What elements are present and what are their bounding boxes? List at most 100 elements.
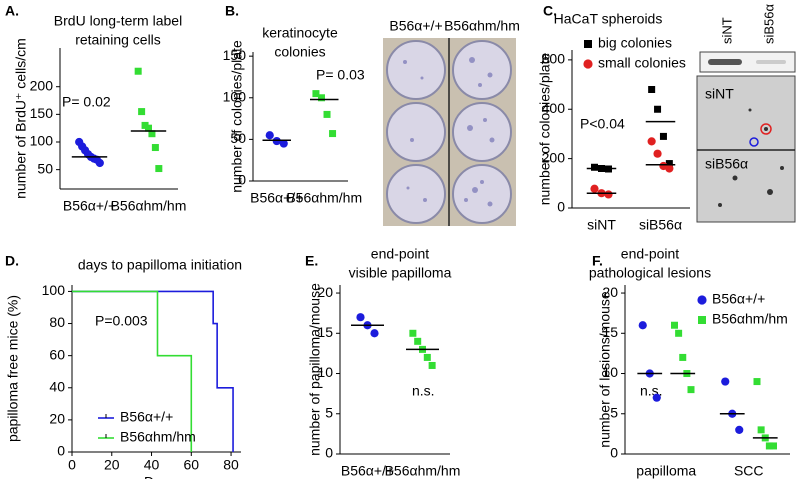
x-tick-label: B56αhm/hm	[111, 198, 187, 214]
y-tick-label: 50	[230, 130, 246, 146]
y-tick-label: 20	[317, 284, 333, 300]
annotation: n.s.	[412, 383, 435, 399]
survival-line	[72, 290, 193, 452]
y-tick-label: 20	[49, 411, 65, 427]
y-tick-label: 60	[49, 346, 65, 362]
panel-label: E.	[305, 253, 318, 269]
data-point	[753, 378, 761, 386]
y-tick-label: 150	[30, 105, 54, 121]
panel-title: pathological lesions	[589, 265, 711, 281]
data-point	[675, 329, 683, 337]
panel-label: F.	[592, 253, 603, 269]
panel-title: HaCaT spheroids	[554, 11, 663, 27]
x-tick-label: B56αhm/hm	[385, 463, 461, 479]
y-tick-label: 200	[30, 77, 54, 93]
y-tick-label: 20	[602, 284, 618, 300]
legend-label: B56αhm/hm	[712, 311, 788, 327]
data-point	[323, 110, 331, 118]
y-tick-label: 400	[542, 100, 566, 116]
data-point	[356, 313, 365, 322]
x-tick-label: 60	[184, 457, 200, 473]
image-label: B56α+/+	[389, 18, 442, 34]
data-point	[423, 353, 431, 361]
data-point	[272, 136, 281, 146]
blot-label: siNT	[719, 17, 734, 44]
y-tick-label: 150	[223, 47, 247, 63]
image-label: siNT	[705, 86, 734, 102]
annotation: P= 0.02	[62, 94, 111, 110]
y-axis-label: number of colonies/plate	[537, 53, 553, 206]
x-tick-label: siB56α	[639, 217, 682, 233]
data-point	[134, 67, 142, 75]
annotation: P= 0.03	[316, 67, 365, 83]
y-tick-label: 15	[317, 324, 333, 340]
data-point	[665, 160, 673, 168]
y-tick-label: 600	[542, 51, 566, 67]
data-point	[151, 144, 159, 152]
y-tick-label: 0	[610, 445, 618, 461]
panel-label: D.	[5, 253, 19, 269]
y-tick-label: 0	[57, 443, 65, 459]
y-tick-label: 80	[49, 314, 65, 330]
panel-title: days to papilloma initiation	[78, 257, 242, 273]
legend-label: small colonies	[598, 55, 686, 71]
data-point	[735, 425, 744, 434]
x-tick-label: 20	[104, 457, 120, 473]
x-tick-label: SCC	[734, 463, 764, 479]
data-point	[648, 86, 656, 93]
y-tick-label: 5	[325, 404, 333, 420]
y-tick-label: 5	[610, 404, 618, 420]
y-tick-label: 50	[37, 160, 53, 176]
data-point	[95, 158, 104, 168]
blot-label: siB56α	[761, 3, 776, 44]
data-point	[765, 442, 773, 450]
y-tick-label: 0	[557, 199, 565, 215]
y-axis-label: papilloma free mice (%)	[5, 295, 21, 442]
x-tick-label: B56α+/+	[341, 463, 394, 479]
image-label: siB56α	[705, 156, 748, 172]
x-tick-label: 40	[144, 457, 160, 473]
y-tick-label: 40	[49, 378, 65, 394]
data-point	[604, 190, 613, 199]
data-point	[757, 426, 765, 434]
x-tick-label: 80	[223, 457, 239, 473]
data-point	[414, 337, 422, 345]
data-point	[148, 130, 156, 138]
y-tick-label: 15	[602, 324, 618, 340]
data-point	[652, 393, 661, 402]
x-tick-label: B56αhm/hm	[286, 190, 362, 206]
data-point	[155, 165, 163, 173]
data-point	[721, 377, 730, 386]
data-point	[317, 94, 325, 102]
data-point	[312, 90, 320, 98]
data-point	[409, 329, 417, 337]
data-point	[647, 137, 656, 146]
annotation: P=0.003	[95, 313, 148, 329]
x-tick-label: papilloma	[636, 463, 696, 479]
panel-label: C.	[543, 3, 557, 19]
data-point	[145, 124, 152, 132]
x-axis-label: Day	[144, 474, 169, 479]
data-point	[329, 130, 337, 138]
y-tick-label: 0	[238, 172, 246, 188]
data-point	[679, 353, 687, 361]
legend-label: big colonies	[598, 35, 672, 51]
annotation: P<0.04	[580, 116, 625, 132]
x-tick-label: B56α+/+	[63, 198, 116, 214]
panel-title: keratinocyte	[262, 25, 338, 41]
data-point	[279, 139, 288, 148]
image-label: B56αhm/hm	[444, 18, 520, 34]
panel-label: B.	[225, 3, 239, 19]
panel-title: visible papilloma	[349, 265, 452, 281]
y-tick-label: 100	[223, 88, 247, 104]
data-point	[138, 108, 146, 116]
legend-marker	[697, 295, 707, 305]
spheroid-photo	[696, 75, 796, 223]
legend-marker	[583, 59, 593, 69]
data-point	[770, 442, 777, 450]
data-point	[665, 164, 674, 173]
y-axis-label: number of BrdU⁺ cells/cm	[13, 38, 29, 199]
y-tick-label: 200	[542, 149, 566, 165]
panel-title: end-point	[371, 246, 429, 262]
